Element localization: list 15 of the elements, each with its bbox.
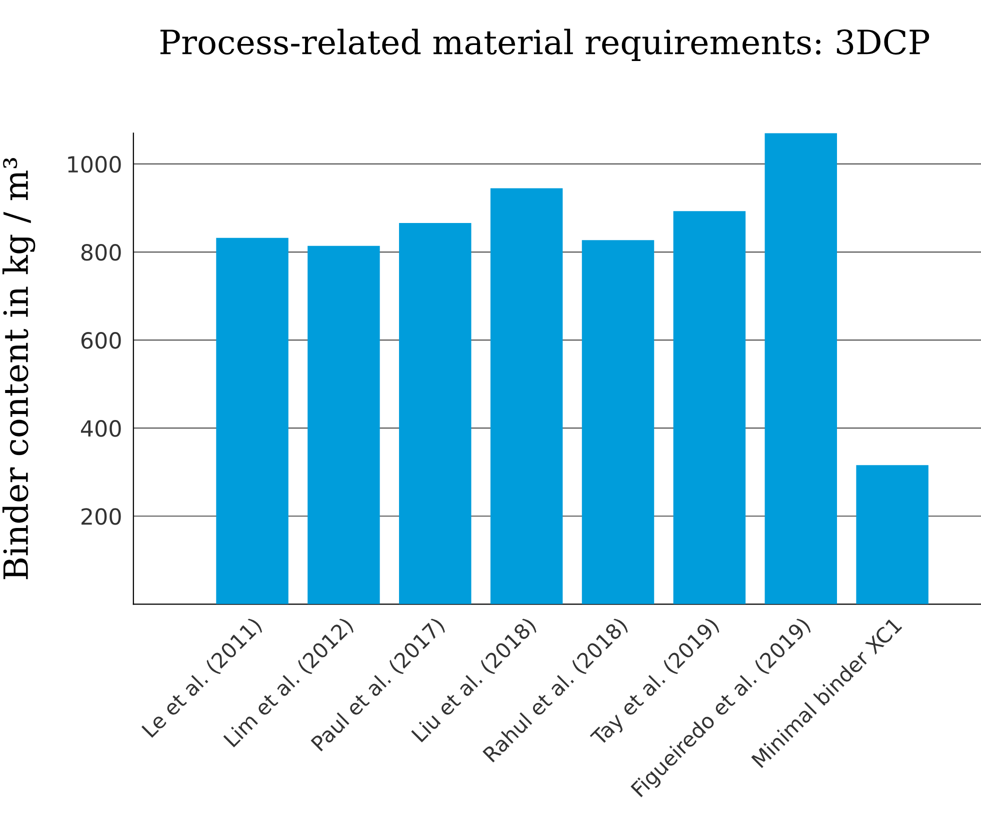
bar xyxy=(308,246,380,604)
y-tick-label: 600 xyxy=(81,332,121,349)
y-tick-label: 200 xyxy=(82,508,121,525)
chart-title: Process-related material requirements: 3DCP xyxy=(160,28,930,62)
bar xyxy=(490,188,563,604)
bar xyxy=(764,133,837,604)
y-tick-label: 800 xyxy=(81,244,121,261)
bar xyxy=(673,211,746,604)
bar xyxy=(582,240,654,604)
y-tick-label: 1000 xyxy=(68,156,121,173)
y-tick-label: 400 xyxy=(80,420,121,437)
bar xyxy=(399,222,472,604)
bar xyxy=(856,465,928,604)
bar xyxy=(216,238,288,604)
y-axis-title: Binder content in kg / m³ xyxy=(2,158,36,580)
